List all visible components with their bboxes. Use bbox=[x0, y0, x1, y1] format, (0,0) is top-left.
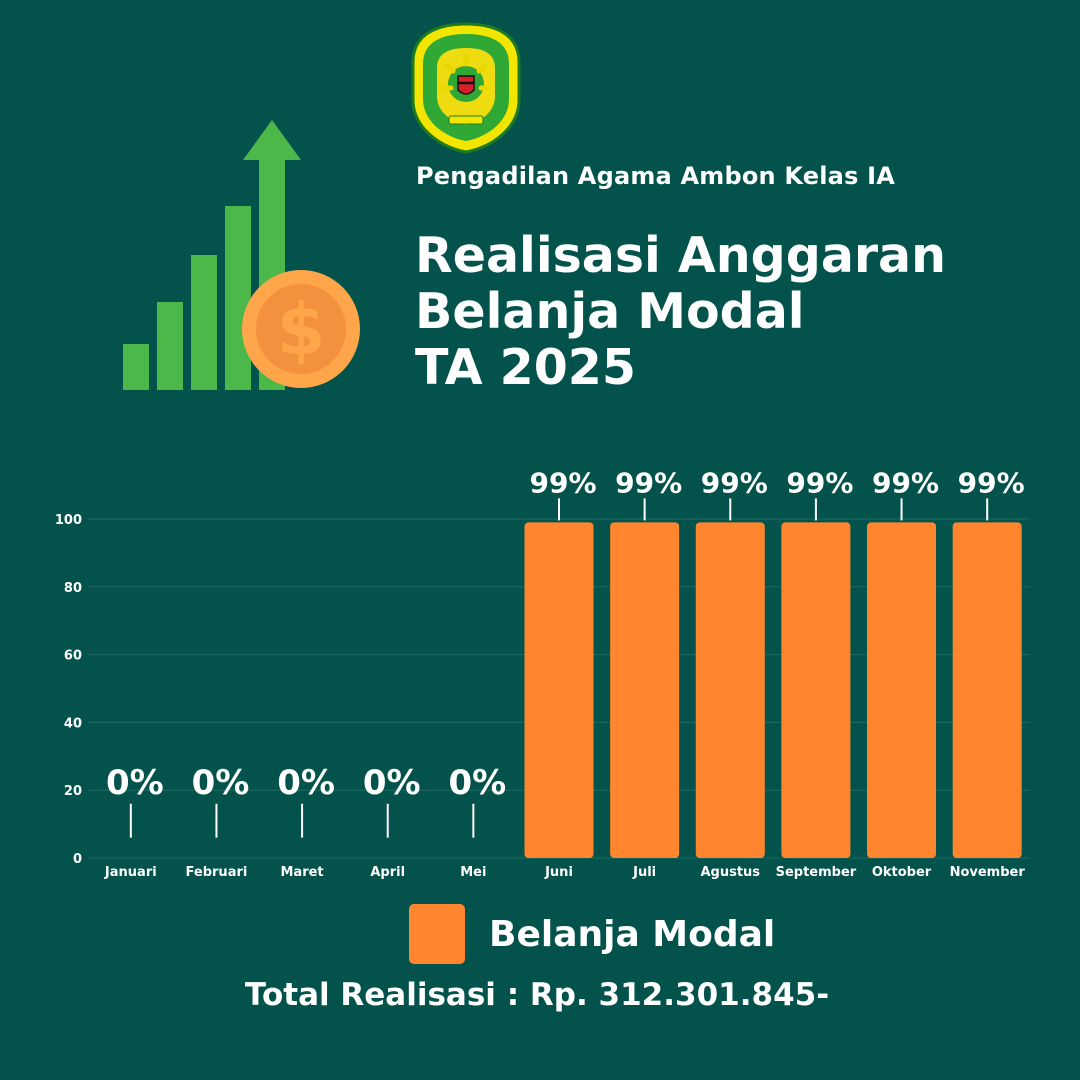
x-tick-label: Januari bbox=[104, 865, 157, 880]
data-label: 0% bbox=[106, 763, 164, 803]
data-label: 99% bbox=[786, 466, 853, 499]
title-line: Realisasi Anggaran bbox=[415, 227, 947, 284]
legend-swatch bbox=[409, 904, 465, 964]
x-tick-label: Juli bbox=[632, 865, 656, 880]
bar bbox=[695, 522, 765, 858]
page-title: Realisasi Anggaran Belanja Modal TA 2025 bbox=[415, 228, 946, 396]
data-label: 0% bbox=[192, 763, 250, 803]
x-tick-label: Maret bbox=[281, 865, 324, 880]
organization-name: Pengadilan Agama Ambon Kelas IA bbox=[416, 162, 896, 190]
legend-label: Belanja Modal bbox=[489, 913, 776, 955]
data-label: 99% bbox=[529, 466, 596, 499]
x-tick-label: September bbox=[776, 865, 857, 880]
bar bbox=[524, 522, 594, 858]
growth-chart-dollar-coin-icon: $ bbox=[123, 120, 360, 390]
x-tick-label: April bbox=[370, 865, 405, 880]
x-tick-label: Juni bbox=[544, 865, 573, 880]
y-tick-label: 20 bbox=[64, 784, 82, 799]
total-realization: Total Realisasi : Rp. 312.301.845- bbox=[0, 977, 1080, 1013]
data-label: 0% bbox=[277, 763, 335, 803]
data-label: 0% bbox=[363, 763, 421, 803]
data-label: 99% bbox=[615, 466, 682, 499]
data-label: 0% bbox=[448, 763, 506, 803]
court-seal-icon bbox=[411, 22, 521, 154]
data-label: 99% bbox=[958, 466, 1025, 499]
y-tick-label: 100 bbox=[55, 513, 82, 528]
svg-text:$: $ bbox=[277, 289, 326, 371]
bar bbox=[952, 522, 1022, 858]
bar bbox=[781, 522, 851, 858]
data-label: 99% bbox=[872, 466, 939, 499]
x-tick-label: Mei bbox=[460, 865, 486, 880]
title-line: TA 2025 bbox=[415, 339, 636, 396]
title-line: Belanja Modal bbox=[415, 283, 805, 340]
x-tick-label: Februari bbox=[186, 865, 248, 880]
data-label: 99% bbox=[701, 466, 768, 499]
bar bbox=[867, 522, 937, 858]
total-text: Total Realisasi : Rp. 312.301.845- bbox=[244, 977, 830, 1013]
y-tick-label: 80 bbox=[64, 581, 82, 596]
y-tick-label: 0 bbox=[73, 852, 82, 867]
legend: Belanja Modal bbox=[409, 904, 775, 964]
x-tick-label: November bbox=[950, 865, 1026, 880]
x-tick-label: Agustus bbox=[700, 865, 760, 880]
x-tick-label: Oktober bbox=[872, 865, 932, 880]
y-tick-label: 60 bbox=[64, 649, 82, 664]
bar bbox=[610, 522, 680, 858]
bar-chart: 0 20 40 60 80 100 Januari 0% Februari 0% Maret 0% Ap… bbox=[55, 466, 1030, 880]
y-tick-label: 40 bbox=[64, 716, 82, 731]
